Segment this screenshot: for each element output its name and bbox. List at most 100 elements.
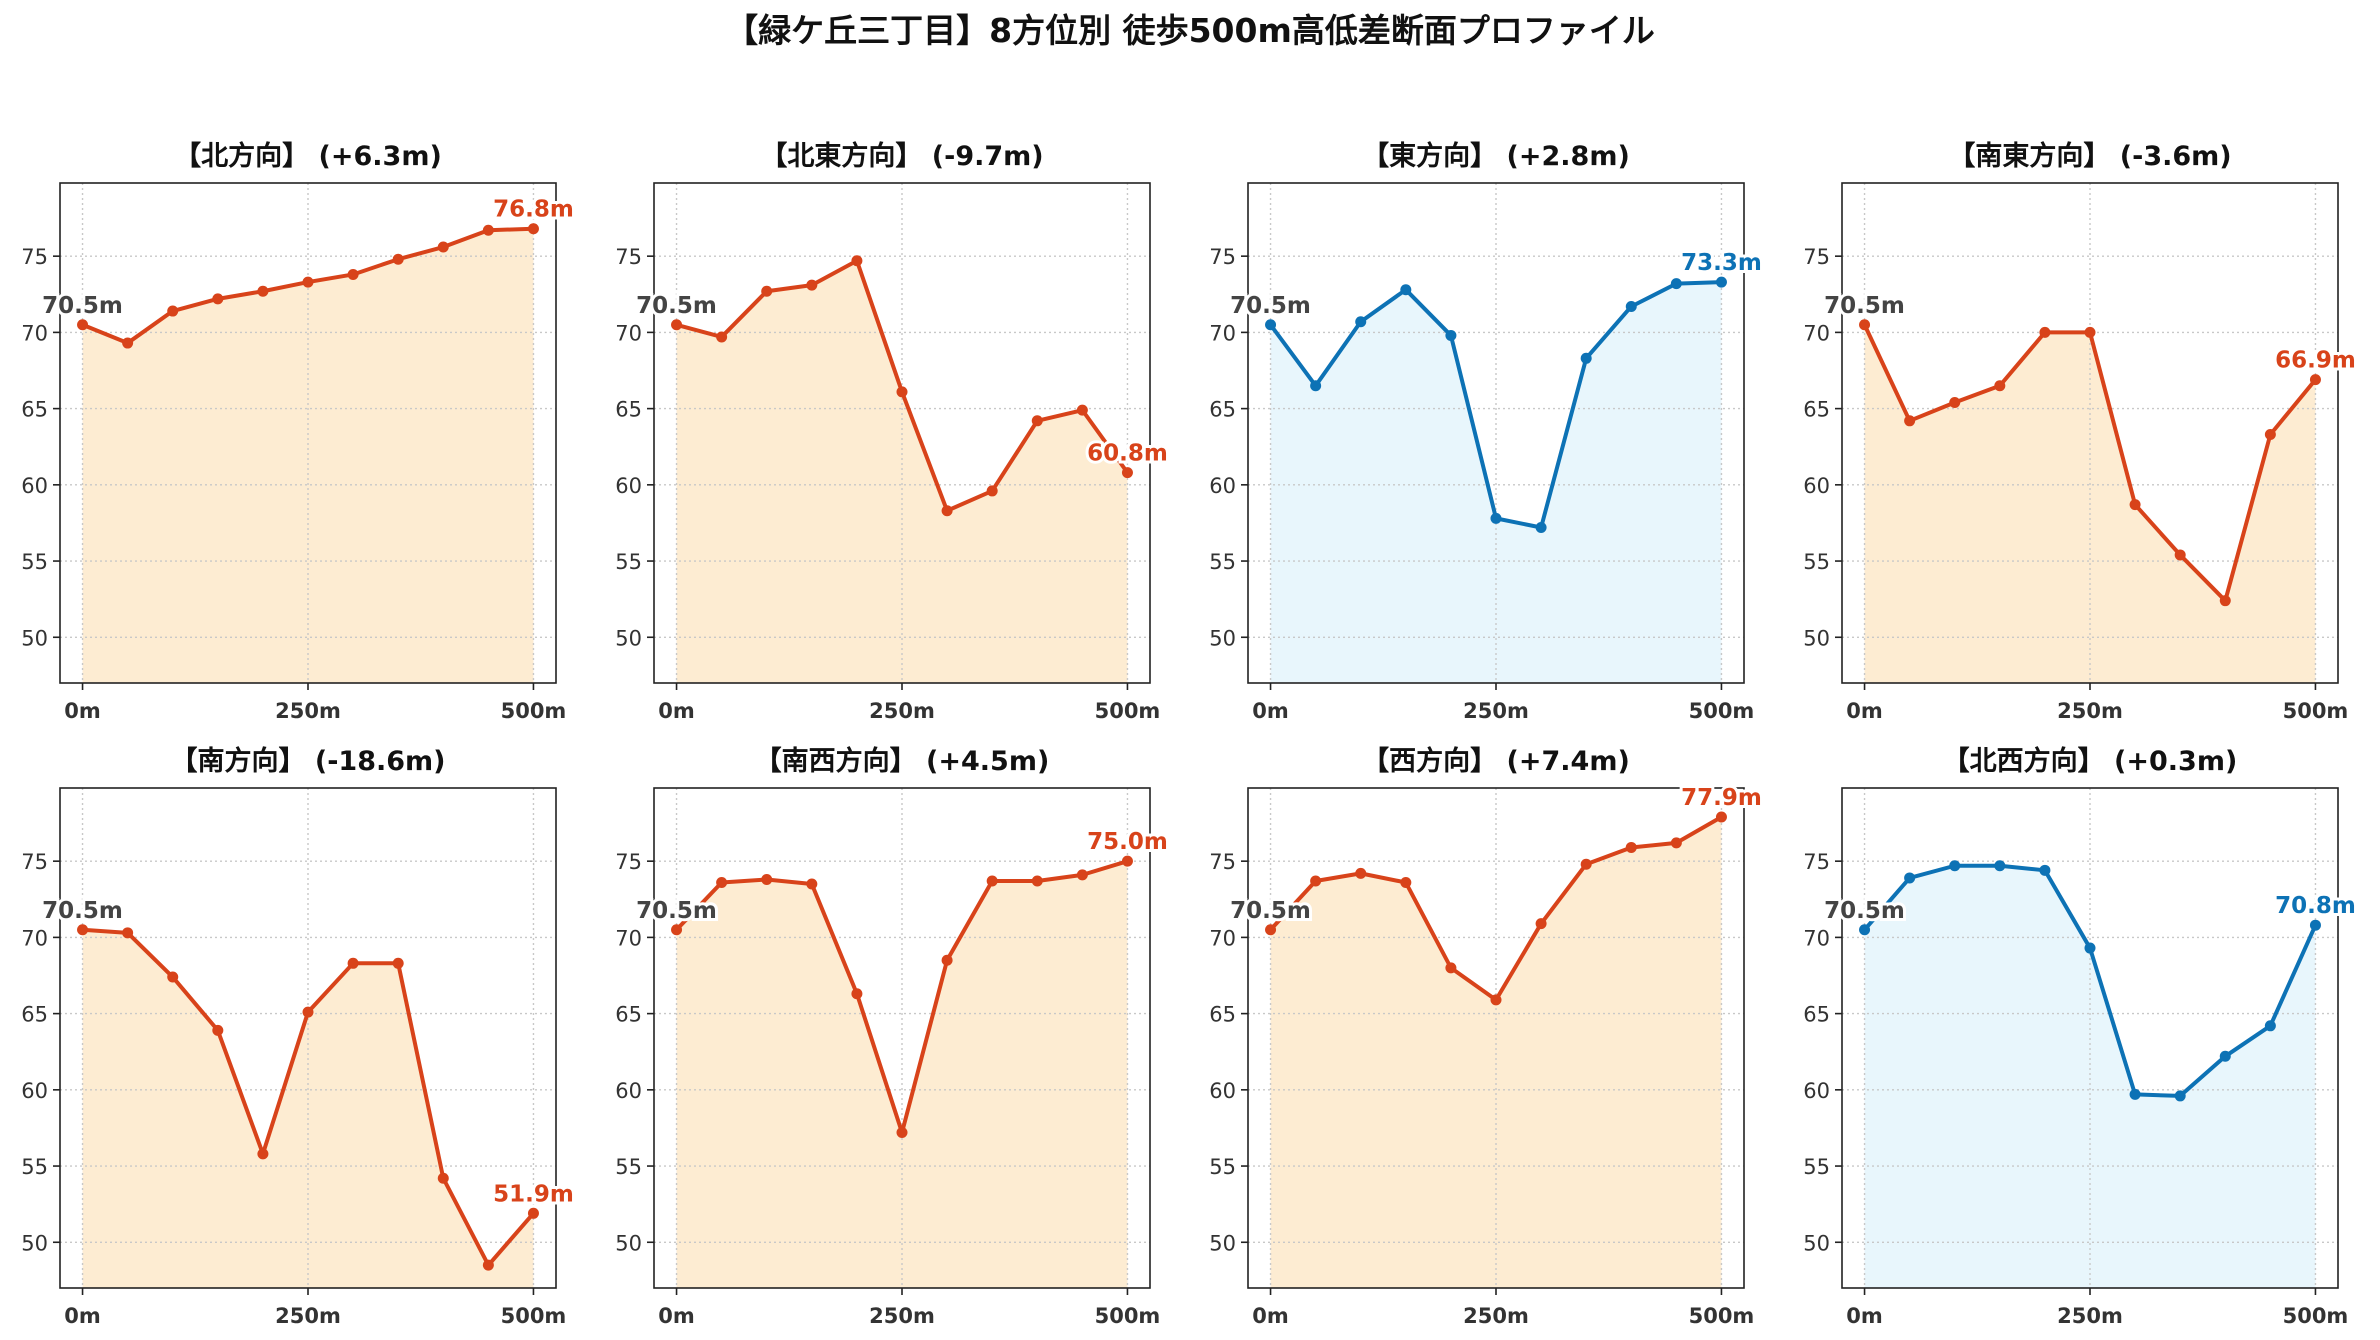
- data-point: [482, 1259, 494, 1271]
- data-point: [1625, 841, 1637, 853]
- panel-4: 【南方向】 (-18.6m) 50 55 60 65 70 75 0m 250m 500m 70.5…: [21, 745, 577, 1328]
- y-tick-label: 60: [1209, 474, 1236, 498]
- data-point: [1445, 329, 1457, 341]
- data-point: [1490, 994, 1502, 1006]
- y-tick-label: 60: [1803, 1079, 1830, 1103]
- y-tick-label: 55: [21, 1155, 48, 1179]
- data-point: [2039, 326, 2051, 338]
- data-point: [1670, 837, 1682, 849]
- y-tick-label: 70: [615, 321, 642, 345]
- panel-title: 【南方向】 (-18.6m): [170, 745, 445, 777]
- data-point: [2129, 1088, 2141, 1100]
- data-point: [806, 279, 818, 291]
- data-point: [1355, 316, 1367, 328]
- y-tick-label: 75: [21, 850, 48, 874]
- y-tick-label: 55: [615, 1155, 642, 1179]
- y-tick-label: 70: [1803, 926, 1830, 950]
- data-point: [1400, 284, 1412, 296]
- data-point: [716, 331, 728, 343]
- data-point: [1310, 875, 1322, 887]
- y-tick-label: 70: [1803, 321, 1830, 345]
- data-point: [1031, 415, 1043, 427]
- data-point: [671, 924, 683, 936]
- data-point: [941, 505, 953, 517]
- area-fill: [676, 861, 1128, 1288]
- y-tick-label: 65: [1803, 398, 1830, 422]
- x-tick-label: 500m: [2283, 1304, 2349, 1328]
- y-tick-label: 75: [1209, 245, 1236, 269]
- end-value-label: 73.3m: [1681, 250, 1762, 276]
- data-point: [1859, 319, 1871, 331]
- y-tick-label: 65: [1209, 1003, 1236, 1027]
- y-tick-label: 70: [21, 321, 48, 345]
- start-value-label: 70.5m: [42, 293, 123, 319]
- panel-6: 【西方向】 (+7.4m) 50 55 60 65 70 75 0m 250m 500m 70.5m…: [1209, 745, 1765, 1328]
- panel-title: 【南西方向】 (+4.5m): [755, 745, 1050, 777]
- x-tick-label: 500m: [1689, 1304, 1755, 1328]
- y-tick-label: 55: [1803, 1155, 1830, 1179]
- start-value-label: 70.5m: [1824, 898, 1905, 924]
- data-point: [482, 224, 494, 236]
- y-tick-label: 65: [615, 1003, 642, 1027]
- data-point: [1265, 319, 1277, 331]
- y-tick-label: 65: [21, 398, 48, 422]
- x-tick-label: 250m: [275, 1304, 341, 1328]
- y-tick-label: 50: [1209, 1231, 1236, 1255]
- y-tick-label: 70: [1209, 321, 1236, 345]
- data-point: [2084, 942, 2096, 954]
- data-point: [896, 386, 908, 398]
- y-tick-label: 75: [1803, 850, 1830, 874]
- panel-title: 【西方向】 (+7.4m): [1362, 745, 1630, 777]
- data-point: [941, 954, 953, 966]
- end-value-label: 51.9m: [493, 1181, 574, 1207]
- y-tick-label: 50: [1803, 1231, 1830, 1255]
- data-point: [1859, 924, 1871, 936]
- data-point: [1715, 811, 1727, 823]
- area-fill: [82, 228, 534, 684]
- data-point: [347, 268, 359, 280]
- panel-title: 【北方向】 (+6.3m): [174, 140, 442, 172]
- x-tick-label: 0m: [1846, 699, 1883, 723]
- data-point: [761, 873, 773, 885]
- y-tick-label: 60: [1209, 1079, 1236, 1103]
- data-point: [167, 305, 179, 317]
- data-point: [1535, 918, 1547, 930]
- data-point: [257, 285, 269, 297]
- x-tick-label: 0m: [1846, 1304, 1883, 1328]
- x-tick-label: 250m: [2057, 699, 2123, 723]
- data-point: [1445, 962, 1457, 974]
- data-point: [1121, 855, 1133, 867]
- data-point: [437, 1172, 449, 1184]
- panel-title: 【南東方向】 (-3.6m): [1948, 140, 2231, 172]
- end-value-label: 70.8m: [2275, 893, 2356, 919]
- data-point: [2264, 429, 2276, 441]
- data-point: [167, 971, 179, 983]
- x-tick-label: 250m: [275, 699, 341, 723]
- data-point: [2219, 595, 2231, 607]
- data-point: [527, 1207, 539, 1219]
- data-point: [1580, 858, 1592, 870]
- x-tick-label: 500m: [1095, 699, 1161, 723]
- y-tick-label: 55: [615, 550, 642, 574]
- y-tick-label: 60: [21, 1079, 48, 1103]
- data-point: [2129, 499, 2141, 511]
- data-point: [122, 337, 134, 349]
- x-tick-label: 500m: [2283, 699, 2349, 723]
- end-value-label: 77.9m: [1681, 785, 1762, 811]
- x-tick-label: 250m: [2057, 1304, 2123, 1328]
- data-point: [716, 877, 728, 889]
- data-point: [1265, 924, 1277, 936]
- panel-title: 【東方向】 (+2.8m): [1362, 140, 1630, 172]
- data-point: [806, 878, 818, 890]
- y-tick-label: 50: [1803, 626, 1830, 650]
- data-point: [77, 319, 89, 331]
- y-tick-label: 50: [615, 1231, 642, 1255]
- start-value-label: 70.5m: [1230, 898, 1311, 924]
- area-fill: [1864, 865, 2316, 1288]
- data-point: [392, 957, 404, 969]
- data-point: [671, 319, 683, 331]
- y-tick-label: 65: [615, 398, 642, 422]
- x-tick-label: 250m: [869, 1304, 935, 1328]
- data-point: [1949, 397, 1961, 409]
- data-point: [1076, 869, 1088, 881]
